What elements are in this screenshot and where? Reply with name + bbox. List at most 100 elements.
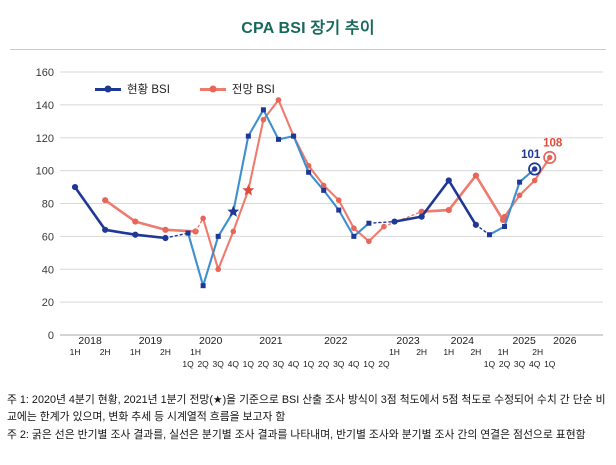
x-axis-year-label: 2023 [396,335,420,347]
highlight-ring-actual [528,162,542,176]
data-point-marker [215,266,221,273]
x-axis-halfyear-label: 2H [416,347,427,357]
x-axis-halfyear-label: 1H [498,347,509,357]
x-axis-quarter-label: 4Q [529,359,541,369]
x-axis-quarter-label: 3Q [333,359,345,369]
x-axis-halfyear-label: 1H [190,347,201,357]
legend-label-forecast: 전망 BSI [231,84,275,96]
x-axis-year-label: 2018 [78,335,102,347]
series-line-forecast-quarter [202,98,386,271]
y-axis-tick-label: 60 [42,231,54,243]
x-axis-year-label: 2022 [324,335,348,347]
series-line-actual-half [393,179,478,227]
x-axis-quarter-label: 1Q [243,359,255,369]
data-point-marker [351,233,357,239]
legend-dot-actual-icon [104,85,112,93]
data-point-marker [502,224,508,230]
x-axis-year-label: 2025 [512,335,536,347]
data-point-marker [71,183,79,191]
x-axis-quarter-label: 4Q [228,359,240,369]
data-point-marker [102,197,109,204]
data-point-marker [531,177,538,184]
x-axis-quarter-label: 2Q [318,359,330,369]
data-point-marker [321,187,327,193]
x-axis-quarter-label: 4Q [348,359,360,369]
series-line-actual-dotted [368,220,396,224]
x-axis-year-label: 2020 [199,335,223,347]
data-point-marker [335,197,342,204]
data-point-marker [102,226,109,233]
x-axis-halfyear-label: 1H [130,347,141,357]
data-point-marker [391,218,398,225]
y-axis-tick-label: 140 [36,100,54,112]
data-point-marker [230,228,237,235]
x-axis-year-label: 2026 [553,335,577,347]
data-point-marker [418,213,425,220]
data-point-marker [320,182,327,189]
highlight-dot-forecast [547,154,553,161]
x-axis-quarter-label: 1Q [544,359,556,369]
x-axis-halfyear-label: 2H [160,347,171,357]
chart-container: 0 20 40 60 80 100 120 140 160 2018 2019 2020 2021 202… [0,50,616,376]
y-axis-tick-label: 120 [36,133,54,145]
x-axis-year-label: 2021 [259,335,283,347]
x-axis-quarter-label: 4Q [288,359,300,369]
y-axis-tick-label: 160 [36,67,54,79]
data-point-marker [501,213,508,220]
series-line-actual-dotted [164,232,189,239]
footnote-2: 주 2: 굵은 선은 반기별 조사 결과를, 실선은 분기별 조사 결과를 나타… [7,429,586,442]
data-point-marker [351,225,357,231]
data-point-marker [132,231,139,238]
y-axis-tick-label: 0 [48,330,54,342]
footnotes: 주 1: 2020년 4분기 현황, 2021년 1분기 전망(★)을 기준으로… [0,376,616,444]
star-marker-forecast [242,184,255,196]
x-axis-halfyear-label: 1H [443,347,454,357]
y-axis-tick-label: 40 [42,264,54,276]
series-line-forecast-half [103,198,197,233]
end-value-label-101: 101 [521,149,541,161]
x-axis-quarter-label: 3Q [273,359,285,369]
highlight-dot-actual [531,166,538,172]
data-point-marker [291,133,297,139]
footnote-1: 주 1: 2020년 4분기 현황, 2021년 1분기 전망(★)을 기준으로… [7,394,606,423]
legend-item-actual: 현황 BSI [95,81,170,97]
chart-legend: 현황 BSI 전망 BSI [95,81,275,97]
data-point-marker [215,233,221,239]
x-axis-quarter-label: 1Q [182,359,194,369]
x-axis-halfyear-label: 2H [532,347,543,357]
series-line-actual-quarter [488,167,536,236]
x-axis-halfyear-label: 2H [470,347,481,357]
bsi-line-chart: 0 20 40 60 80 100 120 140 160 2018 2019 2020 2021 202… [36,67,603,369]
data-point-marker [245,133,251,139]
y-axis-tick-label: 100 [36,166,54,178]
x-axis-quarter-label: 2Q [197,359,209,369]
data-point-marker [132,218,139,225]
x-axis-quarter-label: 2Q [258,359,270,369]
x-axis-halfyear-label: 2H [100,347,111,357]
series-line-actual-half [73,185,167,240]
x-axis-year-label: 2024 [451,335,475,347]
data-point-marker [516,192,523,199]
legend-label-actual: 현황 BSI [127,84,170,96]
x-axis-quarter-label: 1Q [484,359,496,369]
x-axis-quarter-label: 2Q [499,359,511,369]
data-point-marker [306,169,312,175]
data-point-marker [275,97,282,103]
data-point-marker [517,179,523,185]
data-point-marker [260,116,267,123]
data-point-marker [162,226,169,233]
x-axis-quarter-label: 3Q [514,359,526,369]
data-point-marker [472,172,479,179]
data-point-marker [486,232,492,238]
x-axis-halfyear-label: 1H [70,347,81,357]
data-point-marker [200,215,206,222]
y-axis-tick-label: 80 [42,199,54,211]
x-axis-quarter-label: 2Q [378,359,390,369]
page-title: CPA BSI 장기 추이 [241,20,375,37]
data-point-marker [275,136,281,142]
x-axis-year-label: 2019 [139,335,163,347]
x-axis-quarter-label: 1Q [363,359,375,369]
legend-line-forecast-icon [199,85,226,93]
data-point-marker [445,206,452,214]
legend-dot-forecast-icon [209,85,217,93]
